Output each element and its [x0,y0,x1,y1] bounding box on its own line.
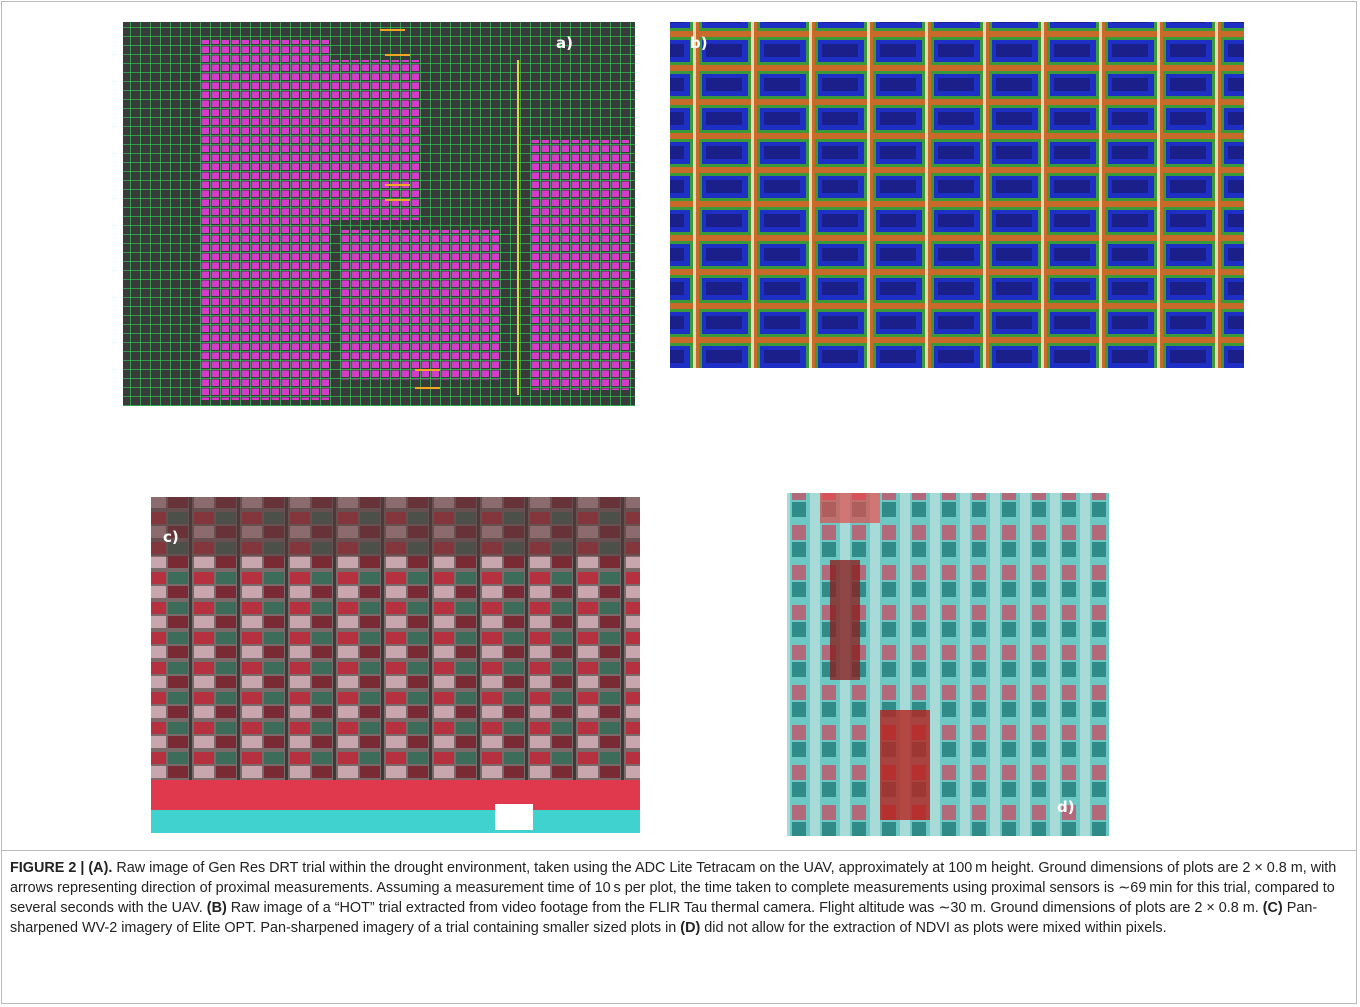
caption-text: Raw image of a “HOT” trial extracted fro… [227,900,1263,916]
caption: FIGURE 2 | (A). Raw image of Gen Res DRT… [10,858,1345,938]
caption-text: did not allow for the extraction of NDVI… [700,920,1166,936]
panel-label: d) [1057,798,1075,816]
panel-label: b) [690,34,708,52]
caption-bold: FIGURE 2 | (A). [10,860,112,876]
caption-rule [1,850,1357,851]
image-b [670,22,1244,368]
panel-label: a) [556,34,573,52]
figure-images: a) b) c) d) [0,0,1360,850]
caption-bold: (D) [680,920,700,936]
caption-bold: (B) [207,900,227,916]
page: a) b) c) d) FIGURE 2 | (A). Raw image of… [0,0,1360,1007]
caption-bold: (C) [1263,900,1283,916]
panel-label: c) [163,528,179,546]
